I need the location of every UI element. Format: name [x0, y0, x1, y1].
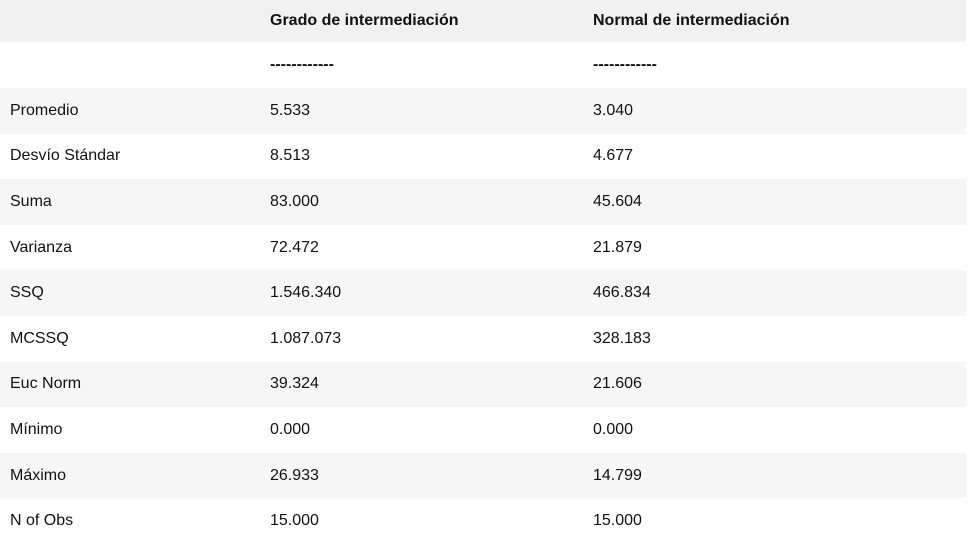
row-label: Varianza — [10, 238, 72, 256]
separator-row: ------------ ------------ — [0, 42, 966, 88]
grado-value: 83.000 — [270, 192, 319, 210]
normal-value: 328.183 — [593, 329, 651, 347]
table-row: SSQ 1.546.340 466.834 — [0, 270, 966, 316]
separator-dashes-normal: ------------ — [593, 56, 657, 73]
table-row: Promedio 5.533 3.040 — [0, 88, 966, 134]
row-label: Promedio — [10, 101, 79, 119]
grado-value: 5.533 — [270, 101, 311, 119]
table-row: Mínimo 0.000 0.000 — [0, 407, 966, 453]
table-header-row: Grado de intermediación Normal de interm… — [0, 0, 966, 42]
grado-value: 1.087.073 — [270, 329, 342, 347]
grado-value: 15.000 — [270, 512, 319, 530]
table-row: Máximo 26.933 14.799 — [0, 452, 966, 499]
table-row: Desvío Stándar 8.513 4.677 — [0, 133, 966, 180]
table-row: Suma 83.000 45.604 — [0, 179, 966, 225]
normal-value: 15.000 — [593, 512, 642, 530]
row-label: Suma — [10, 192, 52, 210]
row-label: Euc Norm — [10, 375, 82, 393]
row-label: Desvío Stándar — [10, 147, 121, 165]
normal-value: 45.604 — [593, 192, 642, 210]
grado-value: 72.472 — [270, 238, 319, 256]
grado-value: 8.513 — [270, 147, 311, 165]
table-row: N of Obs 15.000 15.000 — [0, 498, 966, 544]
separator-dashes-grado: ------------ — [270, 56, 334, 73]
table-row: MCSSQ 1.087.073 328.183 — [0, 315, 966, 362]
normal-value: 21.606 — [593, 375, 642, 393]
grado-value: 1.546.340 — [270, 284, 342, 302]
table-row: Varianza 72.472 21.879 — [0, 224, 966, 271]
normal-value: 14.799 — [593, 466, 642, 484]
normal-value: 0.000 — [593, 420, 634, 438]
grado-value: 26.933 — [270, 466, 319, 484]
normal-value: 466.834 — [593, 284, 651, 302]
grado-value: 39.324 — [270, 375, 319, 393]
normal-value: 3.040 — [593, 101, 634, 119]
normal-value: 4.677 — [593, 147, 634, 165]
normal-value: 21.879 — [593, 238, 642, 256]
grado-value: 0.000 — [270, 420, 311, 438]
column-header-normal: Normal de intermediación — [593, 12, 790, 29]
row-label: Mínimo — [10, 420, 63, 438]
row-label: SSQ — [10, 284, 44, 302]
column-header-grado: Grado de intermediación — [270, 12, 459, 29]
row-label: MCSSQ — [10, 329, 69, 347]
row-label: N of Obs — [10, 512, 74, 530]
row-label: Máximo — [10, 466, 67, 484]
table-row: Euc Norm 39.324 21.606 — [0, 361, 966, 408]
